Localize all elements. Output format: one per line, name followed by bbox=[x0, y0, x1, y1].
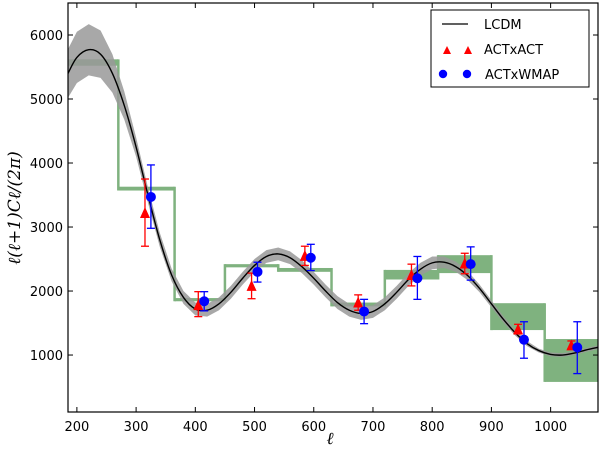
act-x-wmap-point bbox=[572, 342, 583, 353]
legend: LCDM ACTxACT ACTxWMAP bbox=[430, 9, 590, 88]
lcdm-curve bbox=[68, 48, 598, 356]
x-tick-label: 900 bbox=[479, 420, 504, 435]
act-x-wmap-point bbox=[359, 306, 370, 317]
plot-area bbox=[68, 24, 598, 382]
x-tick-label: 500 bbox=[242, 420, 267, 435]
act-x-act-point bbox=[513, 323, 524, 335]
act-x-act-point bbox=[193, 299, 204, 311]
act-x-wmap-point bbox=[199, 296, 210, 307]
y-tick-label: 1000 bbox=[30, 349, 63, 364]
act-x-wmap-point bbox=[412, 273, 423, 284]
legend-wmap-label: ACTxWMAP bbox=[485, 68, 559, 83]
legend-act-label: ACTxACT bbox=[484, 43, 543, 58]
y-tick-label: 5000 bbox=[30, 93, 63, 108]
x-axis-label: ℓ bbox=[326, 429, 333, 449]
legend-act-marker bbox=[464, 46, 472, 54]
act-x-act-point bbox=[139, 206, 150, 218]
x-tick-label: 1000 bbox=[534, 420, 567, 435]
legend-lcdm-label: LCDM bbox=[484, 18, 522, 33]
act-x-wmap-point bbox=[518, 334, 529, 345]
axes: 200 300 400 500 600 700 800 900 1000 1000 2000 3000… bbox=[30, 2, 599, 435]
legend-wmap-marker bbox=[438, 69, 448, 79]
legend-act-marker bbox=[443, 46, 451, 54]
x-tick-label: 200 bbox=[64, 420, 89, 435]
x-tick-label: 600 bbox=[301, 420, 326, 435]
plot-frame bbox=[67, 2, 599, 413]
x-tick-label: 300 bbox=[124, 420, 149, 435]
y-tick-label: 3000 bbox=[30, 221, 63, 236]
act-x-wmap-point bbox=[465, 259, 476, 270]
act-x-act-point bbox=[246, 279, 257, 291]
x-tick-label: 400 bbox=[183, 420, 208, 435]
legend-wmap-marker bbox=[462, 69, 472, 79]
y-tick-label: 6000 bbox=[30, 29, 63, 44]
act-x-wmap-point bbox=[305, 252, 316, 263]
x-tick-label: 800 bbox=[420, 420, 445, 435]
x-tick-label: 700 bbox=[361, 420, 386, 435]
y-tick-label: 2000 bbox=[30, 285, 63, 300]
act-x-wmap-point bbox=[252, 266, 263, 277]
legend-box bbox=[430, 9, 590, 88]
y-tick-label: 4000 bbox=[30, 157, 63, 172]
act-x-wmap-point bbox=[145, 191, 156, 202]
act-x-act-point bbox=[353, 296, 364, 308]
y-axis-label: ℓ(ℓ+1)Cℓ/(2π) bbox=[5, 151, 25, 265]
